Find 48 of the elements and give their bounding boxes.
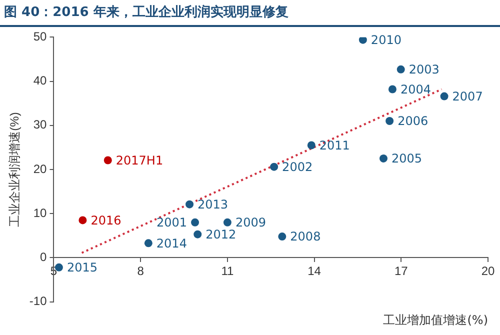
annotation: 2006 [398,114,428,128]
x-tick-label: 11 [221,264,234,278]
point [223,218,232,226]
annotation: 2004 [400,82,432,96]
annotation: 2007 [452,89,483,104]
annotation: 2003 [408,62,440,77]
annotation: 2015 [66,260,98,275]
y-tick-label: -10 [29,294,48,308]
point [379,154,388,162]
point [104,156,112,164]
chart-title: 图 40：2016 年来，工业企业利润实现明显修复 [0,0,500,27]
point [186,200,194,208]
y-tick-label: 20 [33,162,48,176]
annotation: 2009 [235,216,266,230]
point [358,37,367,44]
annotation: 2001 [156,216,188,230]
point [191,218,200,226]
annotation: 2002 [282,160,313,174]
annotation: 2013 [198,197,228,212]
point [440,92,448,100]
x-tick-label: 14 [308,264,322,278]
y-tick-label: 40 [33,74,48,88]
point [396,65,405,74]
y-tick-label: 50 [33,30,48,44]
annotation: 2017H1 [116,153,164,168]
y-tick-label: 30 [33,118,48,132]
point [194,230,202,238]
x-tick-label: 8 [137,264,144,278]
point [78,216,87,224]
point [278,232,286,241]
y-tick-label: 10 [33,206,48,220]
annotation: 2011 [319,138,350,152]
x-tick-label: 17 [394,264,408,278]
annotation: 2012 [206,227,236,242]
annotation: 2010 [370,32,402,47]
point [386,116,394,125]
annotation: 2016 [90,213,122,228]
annotation: 2008 [290,230,321,244]
point [307,141,316,150]
point [388,85,396,94]
point [270,162,278,171]
annotation: 2005 [391,152,422,166]
y-axis-title: 工业企业利润增速(%) [8,112,22,227]
point [144,239,152,248]
x-tick-label: 20 [481,264,495,278]
annotation: 2014 [156,236,187,250]
x-axis-title: 工业增加值增速(%) [382,312,488,328]
y-tick-label: 0 [40,250,48,264]
